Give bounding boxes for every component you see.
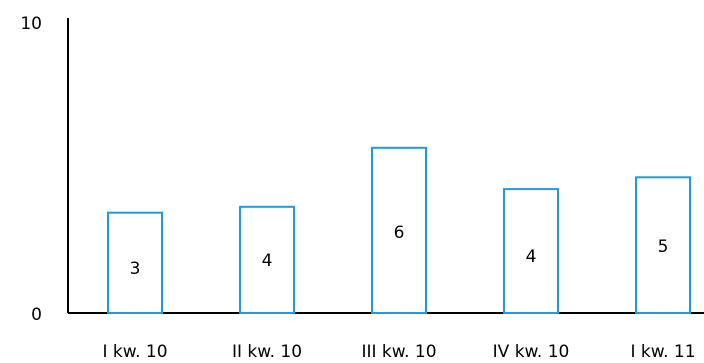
bar-1 bbox=[107, 211, 163, 314]
x-tick-label-4: IV kw. 10 bbox=[493, 342, 570, 362]
x-tick-label-1: I kw. 10 bbox=[102, 342, 167, 362]
x-tick-labels-group: I kw. 10 II kw. 10 III kw. 10 IV kw. 10 I kw… bbox=[102, 342, 695, 362]
data-label-1: 3 bbox=[130, 259, 141, 279]
x-tick-label-2: II kw. 10 bbox=[232, 342, 302, 362]
data-label-4: 4 bbox=[526, 247, 537, 267]
bars-group: 3 4 6 4 5 bbox=[107, 146, 691, 315]
x-tick-label-3: III kw. 10 bbox=[361, 342, 436, 362]
data-label-3: 6 bbox=[394, 223, 405, 243]
y-axis-group: 10 0 bbox=[20, 14, 69, 325]
bar-2 bbox=[239, 205, 295, 314]
y-tick-label-min: 0 bbox=[31, 305, 42, 325]
bar-3 bbox=[371, 146, 427, 314]
bar-4 bbox=[503, 188, 559, 315]
data-label-2: 4 bbox=[262, 251, 273, 271]
bar-5 bbox=[635, 176, 691, 314]
x-tick-label-5: I kw. 11 bbox=[630, 342, 695, 362]
y-tick-label-max: 10 bbox=[20, 14, 42, 34]
data-label-5: 5 bbox=[658, 237, 669, 257]
